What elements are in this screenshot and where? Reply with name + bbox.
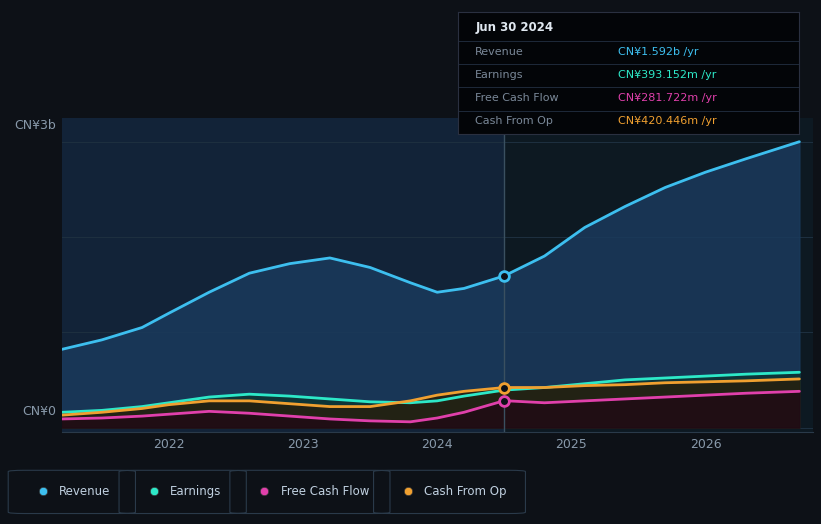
Bar [62,118,504,432]
Text: CN¥281.722m /yr: CN¥281.722m /yr [618,93,717,103]
Bar [504,118,813,432]
Text: Free Cash Flow: Free Cash Flow [475,93,559,103]
Text: Analysts Forecasts: Analysts Forecasts [515,119,631,132]
Text: Cash From Op: Cash From Op [475,116,553,126]
Text: CN¥393.152m /yr: CN¥393.152m /yr [618,70,717,80]
Text: Earnings: Earnings [475,70,524,80]
Text: Past: Past [467,119,493,132]
Text: CN¥1.592b /yr: CN¥1.592b /yr [618,47,699,57]
Text: CN¥3b: CN¥3b [14,119,56,132]
Text: Revenue: Revenue [59,485,111,498]
Text: CN¥420.446m /yr: CN¥420.446m /yr [618,116,717,126]
Text: Free Cash Flow: Free Cash Flow [281,485,369,498]
Text: Revenue: Revenue [475,47,524,57]
Text: Cash From Op: Cash From Op [424,485,507,498]
Text: Earnings: Earnings [170,485,222,498]
Text: Jun 30 2024: Jun 30 2024 [475,21,553,35]
Text: CN¥0: CN¥0 [22,405,56,418]
